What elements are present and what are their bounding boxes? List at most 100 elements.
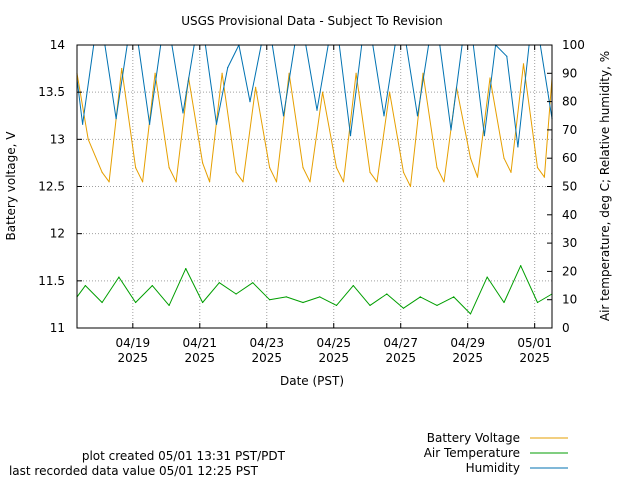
series-point	[386, 293, 388, 295]
series-point	[450, 129, 452, 131]
series-point	[242, 181, 244, 183]
series-point	[486, 276, 488, 278]
series-point	[149, 123, 151, 125]
x-tick-label: 04/21	[182, 336, 217, 350]
y2-tick-label: 60	[562, 151, 577, 165]
series-point	[335, 167, 338, 169]
series-point	[209, 181, 211, 183]
series-point	[235, 293, 237, 295]
series-point	[376, 181, 378, 183]
series-point	[335, 304, 338, 306]
grid	[77, 45, 552, 328]
series-point	[436, 167, 438, 169]
x-tick-year: 2025	[519, 351, 550, 365]
series-point	[322, 91, 324, 93]
series-point	[309, 181, 311, 183]
x-tick-year: 2025	[251, 351, 282, 365]
plot-created-note: plot created 05/01 13:31 PST/PDT	[82, 449, 286, 463]
y-axis-label: Battery voltage, V	[4, 131, 18, 241]
series-point	[218, 282, 220, 284]
axis-ticks: 11 11.5 12 12.5 13 13.5 14 0 10 20 30 40 50 60 70 80 90 1…	[38, 38, 585, 365]
y-tick-label: 11	[50, 321, 65, 335]
series-point	[489, 77, 491, 79]
chart-title: USGS Provisional Data - Subject To Revis…	[181, 14, 443, 28]
x-tick-year: 2025	[452, 351, 483, 365]
series-point	[469, 157, 472, 159]
y2-tick-label: 50	[562, 180, 577, 194]
series-point	[221, 72, 223, 74]
x-tick-label: 04/29	[450, 336, 485, 350]
last-recorded-note: last recorded data value 05/01 12:25 PST	[9, 464, 259, 478]
series-point	[302, 301, 304, 304]
y-tick-label: 12.5	[38, 180, 65, 194]
series-point	[121, 68, 123, 70]
legend-label: Battery Voltage	[427, 431, 520, 445]
series-point	[476, 176, 479, 178]
series-point	[185, 268, 187, 270]
series-point	[352, 285, 354, 287]
series-point	[101, 301, 103, 304]
x-tick-label: 05/01	[517, 336, 552, 350]
series-point	[255, 86, 257, 88]
y2-tick-label: 20	[562, 264, 577, 278]
series-point	[175, 181, 177, 183]
y2-tick-label: 40	[562, 208, 577, 222]
series-point	[252, 282, 254, 284]
series-point	[227, 67, 229, 69]
series-point	[416, 115, 419, 117]
series-point	[369, 171, 371, 173]
series-point	[536, 167, 539, 169]
series-point	[436, 304, 438, 306]
series-point	[536, 301, 539, 304]
series-point	[349, 135, 352, 137]
series-point	[142, 181, 144, 183]
series-point	[419, 296, 421, 298]
series-point	[275, 181, 278, 183]
series-point	[522, 63, 525, 65]
y-tick-label: 12	[50, 227, 65, 241]
series-point	[316, 109, 318, 111]
x-tick-year: 2025	[318, 351, 349, 365]
y-tick-label: 13.5	[38, 85, 65, 99]
series-point	[520, 265, 522, 267]
series-point	[402, 171, 405, 173]
y-tick-label: 14	[50, 38, 65, 52]
series-point	[135, 301, 137, 304]
series-point	[503, 157, 505, 159]
series-point	[118, 276, 120, 278]
y2-tick-label: 80	[562, 95, 577, 109]
series-point	[115, 118, 117, 120]
series-point	[319, 296, 321, 298]
series-point	[422, 72, 424, 74]
y2-tick-label: 30	[562, 236, 577, 250]
series-point	[269, 167, 271, 169]
series-point	[87, 138, 89, 140]
series-point	[369, 304, 371, 306]
series-point	[402, 307, 405, 309]
series-point	[517, 146, 519, 148]
series-point	[506, 55, 508, 57]
series-point	[389, 91, 391, 93]
legend-label: Air Temperature	[424, 446, 520, 460]
x-tick-year: 2025	[118, 351, 149, 365]
series-point	[510, 171, 512, 173]
series-point	[483, 135, 485, 137]
series-point	[285, 296, 287, 298]
legend-label: Humidity	[466, 461, 520, 475]
series-point	[383, 115, 385, 117]
series-point	[182, 112, 184, 114]
series-point	[503, 301, 505, 304]
x-tick-year: 2025	[385, 351, 416, 365]
series-point	[108, 181, 110, 183]
series-point	[151, 285, 153, 287]
series-point	[168, 167, 170, 169]
series-point	[202, 162, 204, 164]
y2-tick-label: 10	[562, 293, 577, 307]
x-tick-label: 04/23	[249, 336, 284, 350]
series-point	[202, 301, 204, 304]
series-point	[443, 181, 445, 183]
series-point	[168, 304, 170, 306]
series-point	[469, 313, 472, 315]
